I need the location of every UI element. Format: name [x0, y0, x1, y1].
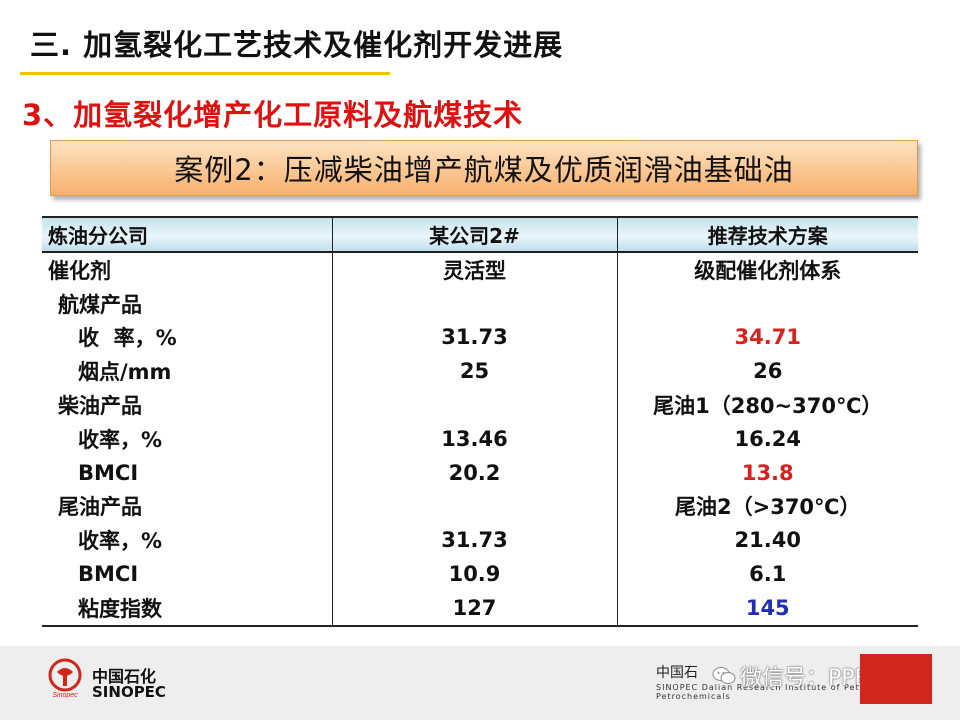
row-value-company: 20.2 [331, 455, 617, 490]
row-label: 航煤产品 [58, 292, 142, 317]
table-row: 收 率，% 31.73 34.71 [42, 320, 918, 355]
header-recommended: 推荐技术方案 [616, 216, 918, 253]
case-title: 案例2：压减柴油增产航煤及优质润滑油基础油 [174, 153, 794, 187]
row-label: 尾油产品 [58, 495, 142, 520]
company-name-en: SINOPEC [92, 683, 166, 701]
brand-red-block [860, 654, 932, 704]
row-value-recommended: 26 [616, 354, 918, 389]
row-value-company: 127 [331, 590, 617, 627]
row-value-company: 31.73 [331, 523, 617, 558]
row-value-company: 25 [331, 354, 617, 389]
table-row: 烟点/mm 25 26 [42, 354, 918, 389]
case-banner: 案例2：压减柴油增产航煤及优质润滑油基础油 [50, 140, 918, 196]
header-refinery: 炼油分公司 [42, 216, 332, 253]
table-row: 尾油产品 尾油2（>370℃） [42, 489, 918, 524]
row-value-company: 灵活型 [331, 252, 617, 287]
row-label: 烟点/mm [78, 360, 172, 385]
sinopec-logo-icon: Sinopec [48, 658, 82, 698]
row-label: 收 率，% [78, 326, 177, 351]
table-row: 航煤产品 [42, 286, 918, 321]
row-value-company [331, 388, 617, 422]
institute-name-cn: 中国石 [656, 665, 698, 681]
comparison-table: 炼油分公司 某公司2# 推荐技术方案 催化剂 灵活型 级配催化剂体系 航煤产品 … [42, 216, 918, 627]
title-underline [20, 72, 390, 75]
table-row: 柴油产品 尾油1（280~370℃） [42, 388, 918, 422]
wechat-icon [712, 667, 736, 684]
institute-name-en: SINOPEC Dalian Research Institute of Pet… [656, 683, 916, 701]
row-label: BMCI [78, 562, 139, 587]
row-value-company: 31.73 [331, 320, 617, 355]
table-header-row: 炼油分公司 某公司2# 推荐技术方案 [42, 216, 918, 253]
row-value-recommended: 尾油2（>370℃） [616, 489, 918, 524]
row-label: 收率，% [78, 529, 163, 554]
row-label: 粘度指数 [42, 590, 332, 627]
table-row: 收率，% 13.46 16.24 [42, 421, 918, 456]
svg-text:Sinopec: Sinopec [52, 692, 78, 698]
row-label: 收率，% [78, 427, 163, 452]
row-value-company: 10.9 [331, 557, 617, 591]
row-value-company [331, 286, 617, 321]
row-value-recommended [616, 286, 918, 321]
row-value-recommended: 尾油1（280~370℃） [616, 388, 918, 422]
row-value-company [331, 489, 617, 524]
table-row: BMCI 20.2 13.8 [42, 455, 918, 490]
row-label: 催化剂 [48, 258, 111, 283]
footer-bar [0, 646, 960, 720]
header-company: 某公司2# [331, 216, 617, 253]
table-row: BMCI 10.9 6.1 [42, 557, 918, 591]
row-value-recommended: 13.8 [616, 455, 918, 490]
row-label: 柴油产品 [58, 394, 142, 419]
row-value-recommended: 级配催化剂体系 [616, 252, 918, 287]
row-label: BMCI [78, 460, 139, 485]
section-subtitle: 3、加氢裂化增产化工原料及航煤技术 [22, 98, 524, 132]
row-value-recommended: 145 [616, 590, 918, 627]
company-name-cn: 中国石化 [92, 667, 157, 686]
row-value-recommended: 34.71 [616, 320, 918, 355]
slide-title: 三. 加氢裂化工艺技术及催化剂开发进展 [30, 28, 564, 62]
table-row: 收率，% 31.73 21.40 [42, 523, 918, 558]
row-value-recommended: 21.40 [616, 523, 918, 558]
row-value-recommended: 16.24 [616, 421, 918, 456]
row-value-company: 13.46 [331, 421, 617, 456]
row-value-recommended: 6.1 [616, 557, 918, 591]
table-row: 催化剂 灵活型 级配催化剂体系 [42, 252, 918, 287]
table-row: 粘度指数 127 145 [42, 590, 918, 627]
